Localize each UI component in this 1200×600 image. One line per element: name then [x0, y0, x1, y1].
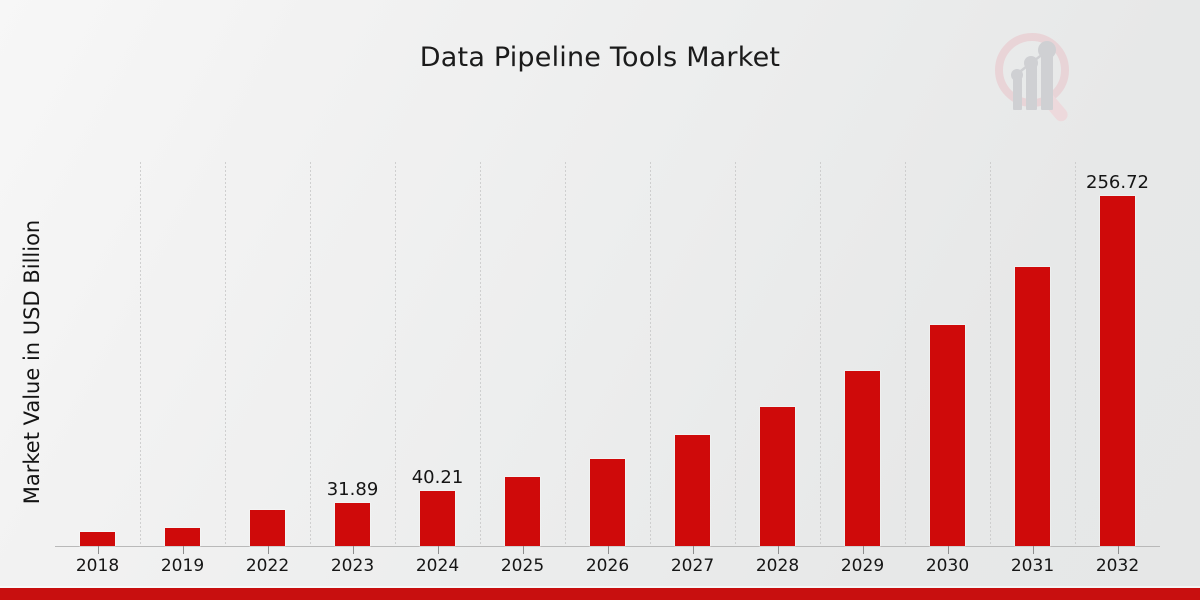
bar-2019[interactable] — [165, 528, 200, 546]
x-axis-tick-2024 — [437, 546, 439, 554]
x-axis-label-2024: 2024 — [415, 556, 460, 576]
x-axis-tick-2018 — [97, 546, 99, 554]
bar-2032[interactable] — [1100, 196, 1135, 546]
x-axis-label-2030: 2030 — [925, 556, 970, 576]
bar-value-label-2024: 40.21 — [411, 467, 464, 489]
x-axis-label-2027: 2027 — [670, 556, 715, 576]
bar-2023[interactable] — [335, 502, 370, 546]
x-axis-tick-2029 — [862, 546, 864, 554]
plot-area — [55, 162, 1160, 546]
x-axis-tick-2030 — [947, 546, 949, 554]
magnifier-bar-chart-logo-icon — [985, 28, 1085, 123]
x-axis-tick-2027 — [692, 546, 694, 554]
page-title: Data Pipeline Tools Market — [419, 42, 781, 73]
gridline — [990, 162, 991, 546]
gridline — [480, 162, 481, 546]
x-axis-label-2018: 2018 — [75, 556, 120, 576]
x-axis-label-2028: 2028 — [755, 556, 800, 576]
x-axis-label-2026: 2026 — [585, 556, 630, 576]
bar-2025[interactable] — [505, 477, 540, 546]
x-axis-label-2023: 2023 — [330, 556, 375, 576]
x-axis-tick-2028 — [777, 546, 779, 554]
x-axis-label-2025: 2025 — [500, 556, 545, 576]
x-axis-label-2031: 2031 — [1010, 556, 1055, 576]
gridline — [820, 162, 821, 546]
x-axis-tick-2025 — [522, 546, 524, 554]
gridline — [735, 162, 736, 546]
gridline — [565, 162, 566, 546]
gridline — [140, 162, 141, 546]
x-axis-label-2022: 2022 — [245, 556, 290, 576]
bar-2031[interactable] — [1015, 267, 1050, 546]
x-axis-tick-2019 — [182, 546, 184, 554]
x-axis-tick-2026 — [607, 546, 609, 554]
bar-2030[interactable] — [930, 325, 965, 546]
x-axis-label-2019: 2019 — [160, 556, 205, 576]
footer-divider — [0, 586, 1200, 588]
x-axis-tick-2031 — [1032, 546, 1034, 554]
gridline — [650, 162, 651, 546]
footer-accent-bar — [0, 588, 1200, 600]
gridline — [225, 162, 226, 546]
bar-value-label-2023: 31.89 — [326, 478, 379, 500]
bar-2029[interactable] — [845, 371, 880, 546]
x-axis-label-2032: 2032 — [1095, 556, 1140, 576]
bar-2028[interactable] — [760, 407, 795, 546]
gridline — [1075, 162, 1076, 546]
gridline — [395, 162, 396, 546]
gridline — [310, 162, 311, 546]
bar-value-label-2032: 256.72 — [1086, 172, 1149, 194]
x-axis-tick-2032 — [1117, 546, 1119, 554]
x-axis-tick-2023 — [352, 546, 354, 554]
bar-2027[interactable] — [675, 435, 710, 546]
bar-2026[interactable] — [590, 459, 625, 546]
x-axis-label-2029: 2029 — [840, 556, 885, 576]
bar-2022[interactable] — [250, 510, 285, 546]
x-axis-tick-2022 — [267, 546, 269, 554]
bar-2018[interactable] — [80, 531, 115, 546]
gridline — [905, 162, 906, 546]
y-axis-title: Market Value in USD Billion — [20, 219, 44, 505]
bar-2024[interactable] — [420, 491, 455, 546]
